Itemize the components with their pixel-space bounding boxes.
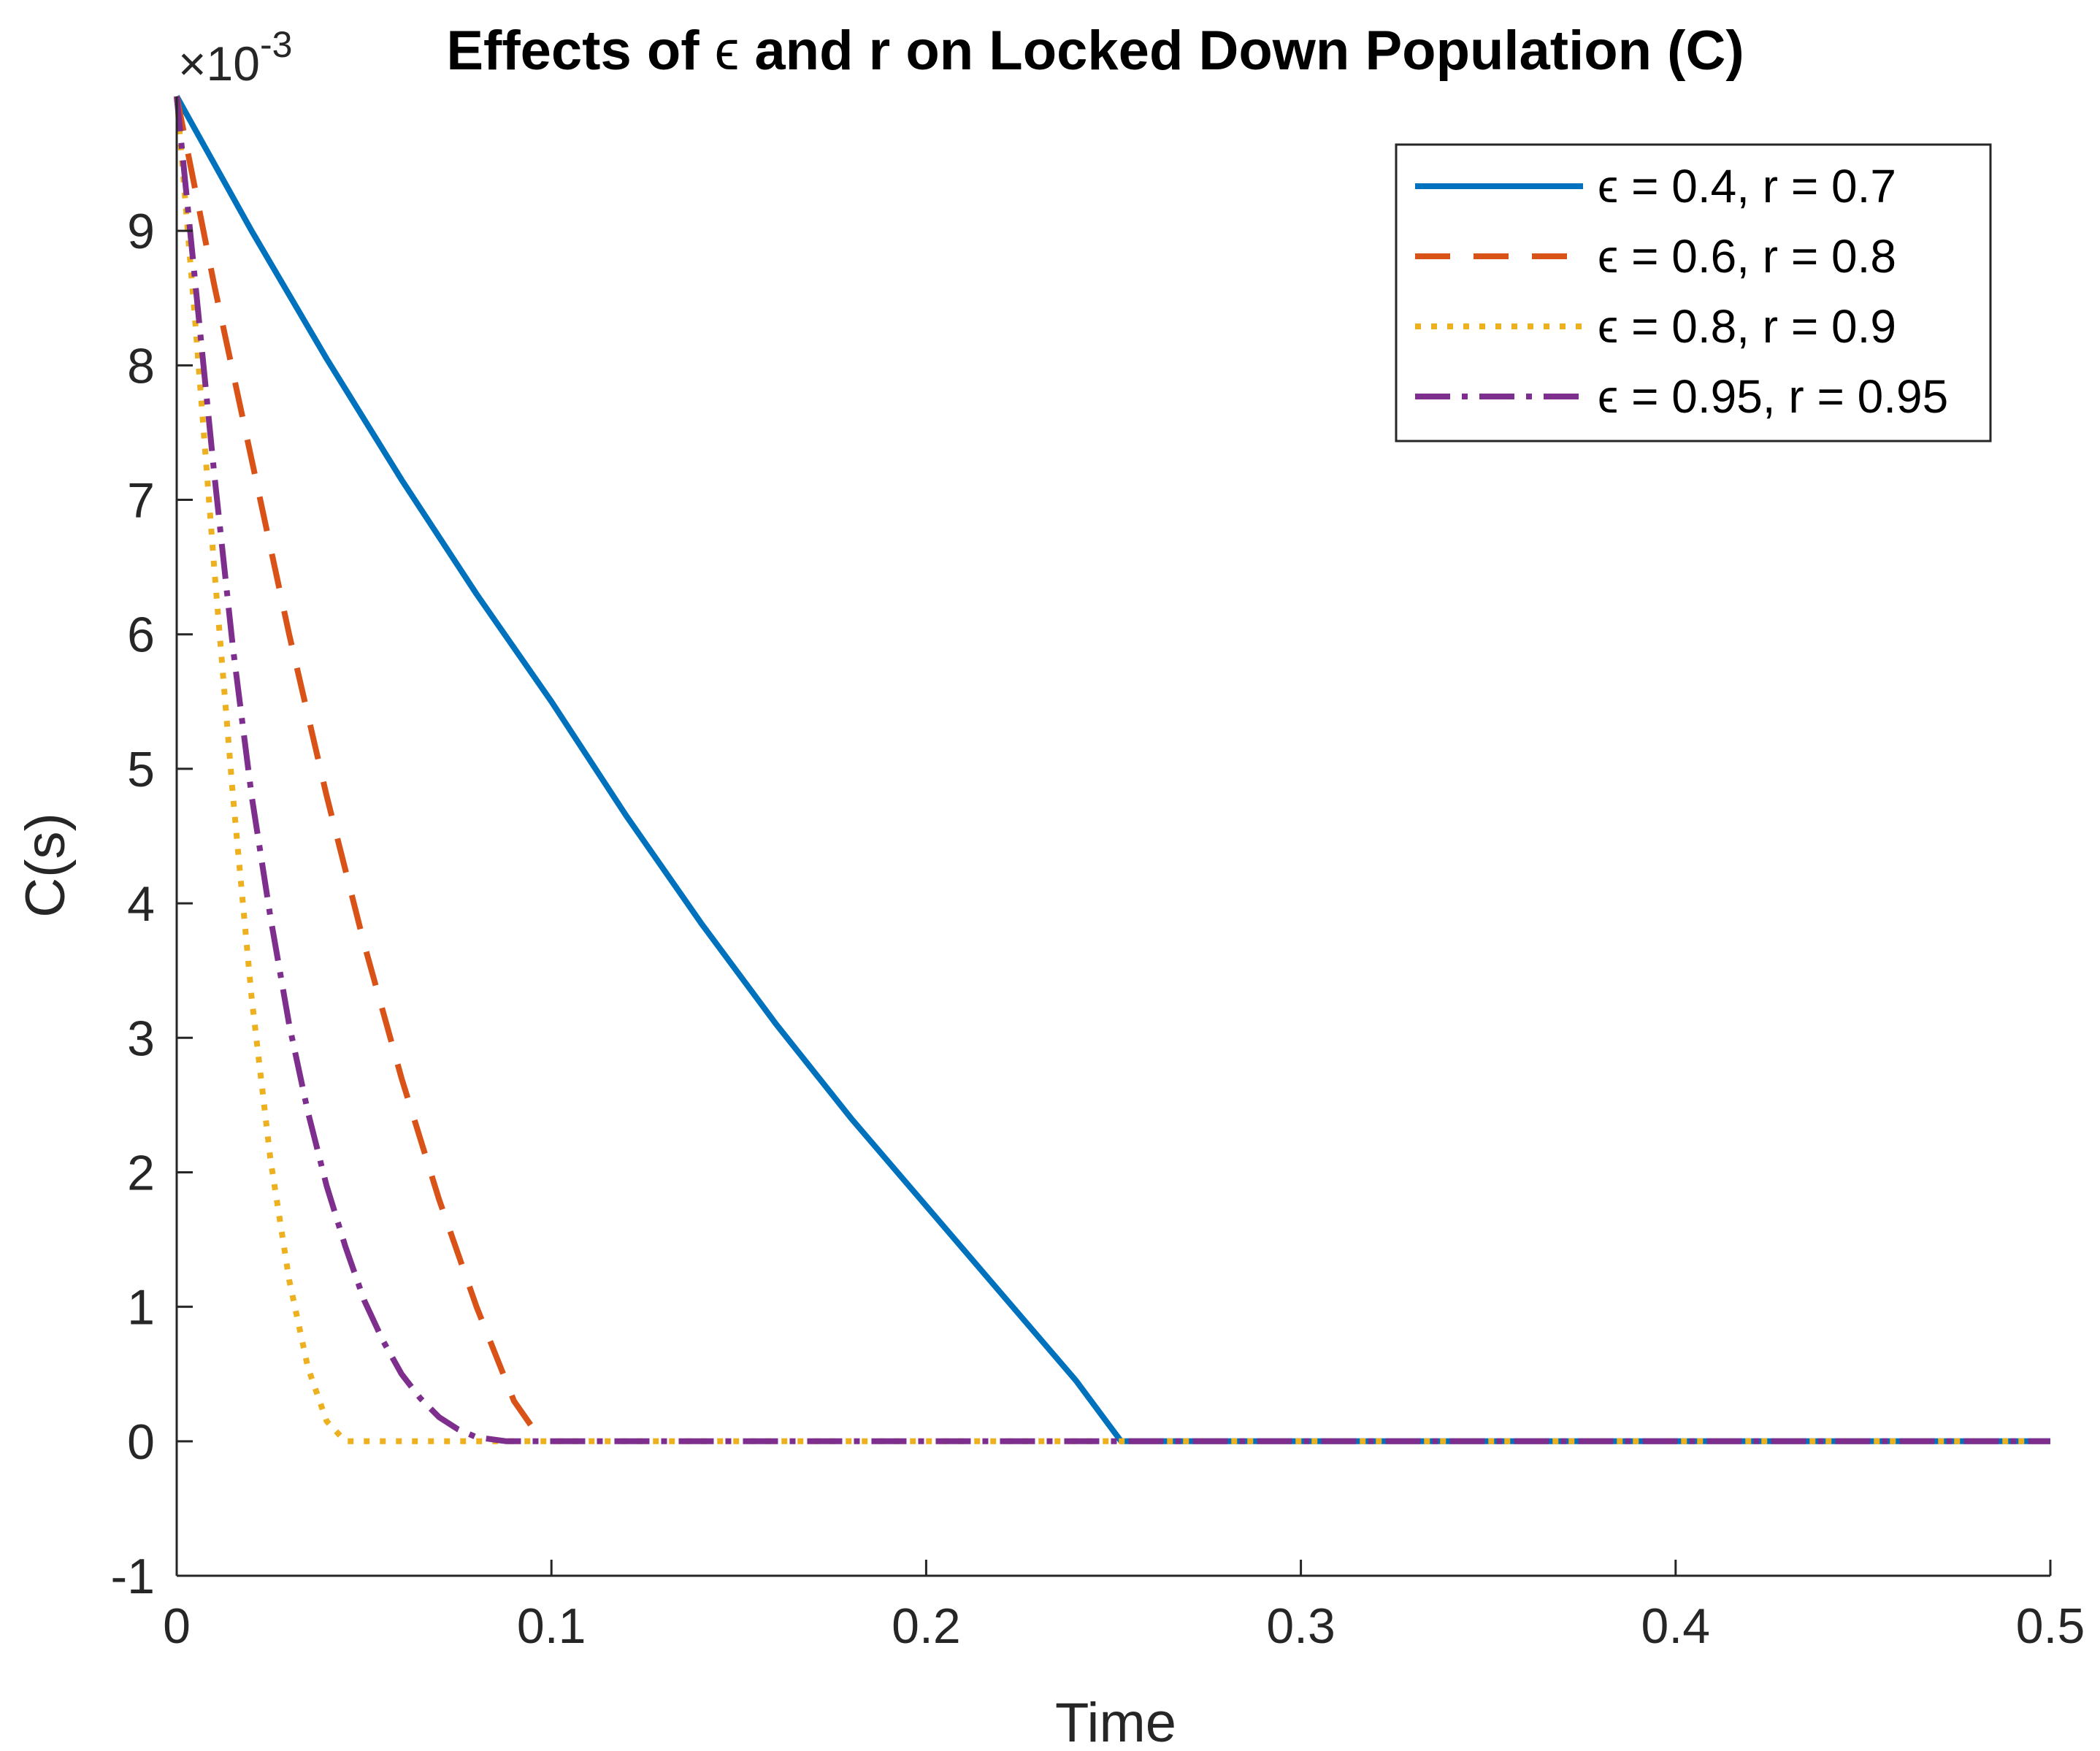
x-tick-label: 0 [163, 1598, 191, 1654]
y-tick-label: 6 [127, 608, 155, 663]
chart-title-symbol: ϵ [715, 20, 740, 82]
chart-title-suffix: and r on Locked Down Population (C) [739, 20, 1744, 82]
x-tick-label: 0.2 [892, 1598, 961, 1654]
y-tick-label: 4 [127, 876, 155, 932]
y-tick-label: 3 [127, 1011, 155, 1066]
legend: ϵ = 0.4, r = 0.7 ϵ = 0.6, r = 0.8 ϵ = 0.8,… [1395, 143, 1992, 442]
y-axis-label: C(s) [15, 813, 77, 918]
legend-label-2: ϵ = 0.6, r = 0.8 [1598, 230, 1896, 283]
plot-area [174, 95, 2050, 1444]
x-tick-label: 0.4 [1641, 1598, 1711, 1654]
y-tick-label: 9 [127, 204, 155, 259]
y-tick-label: -1 [111, 1549, 155, 1604]
legend-label-4: ϵ = 0.95, r = 0.95 [1598, 370, 1948, 423]
series-line-3 [174, 96, 2050, 1444]
series-line-1 [174, 95, 2050, 1444]
legend-label-1: ϵ = 0.4, r = 0.7 [1598, 160, 1896, 212]
legend-label-3: ϵ = 0.8, r = 0.9 [1598, 300, 1896, 353]
y-tick-label: 5 [127, 742, 155, 797]
y-exponent-label: ×10-3 [178, 24, 292, 91]
y-exponent-base: ×10 [178, 37, 260, 91]
chart-title: Effects of ϵ and r on Locked Down Popula… [446, 20, 1744, 82]
y-ticks: -1 0 1 2 3 4 5 6 7 8 9 [111, 204, 193, 1604]
y-tick-label: 0 [127, 1414, 155, 1470]
y-tick-label: 8 [127, 338, 155, 394]
series-line-4 [174, 96, 2050, 1444]
x-tick-label: 0.1 [517, 1598, 586, 1654]
axes [175, 96, 2050, 1577]
legend-box [1395, 143, 1992, 442]
x-axis-label: Time [1055, 1692, 1176, 1751]
x-ticks: 0 0.1 0.2 0.3 0.4 0.5 [163, 1560, 2085, 1654]
y-tick-label: 2 [127, 1145, 155, 1200]
series-line-2 [174, 96, 535, 1430]
y-exponent-power: -3 [260, 24, 292, 65]
series-layer [174, 95, 2050, 1444]
y-tick-label: 7 [127, 473, 155, 529]
y-tick-label: 1 [127, 1280, 155, 1336]
chart-title-prefix: Effects of [446, 20, 714, 82]
x-tick-label: 0.3 [1266, 1598, 1336, 1654]
x-tick-label: 0.5 [2016, 1598, 2085, 1654]
